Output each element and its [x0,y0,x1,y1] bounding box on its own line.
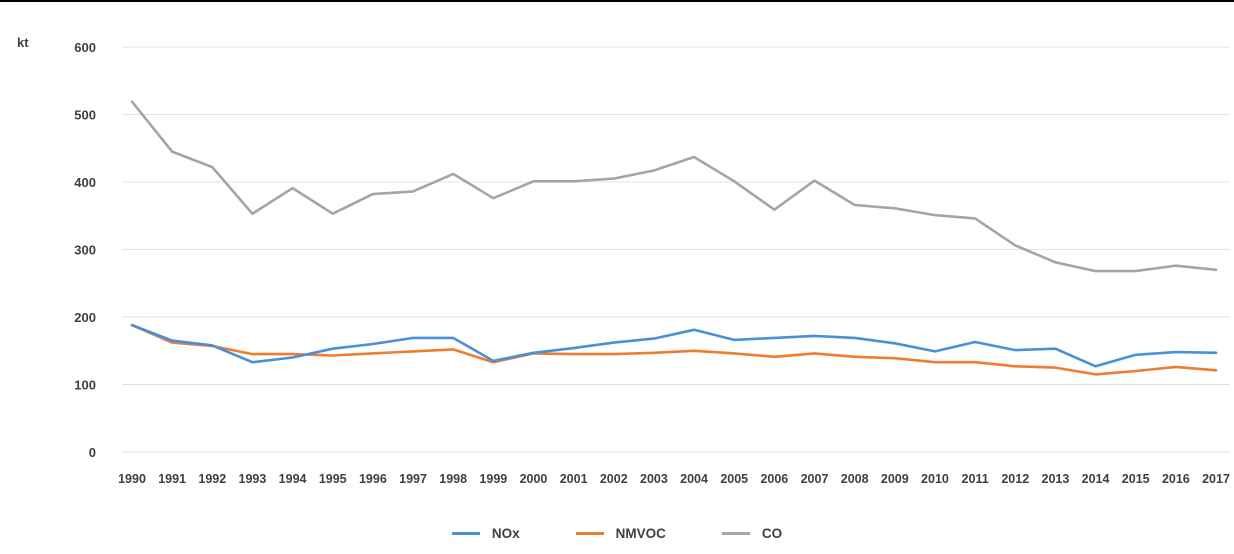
top-border [0,0,1234,2]
legend-label-nmvoc: NMVOC [615,525,666,541]
x-tick-label: 2014 [1082,472,1110,486]
x-tick-label: 2005 [720,472,748,486]
series-line-nox [130,323,1218,368]
x-tick-label: 1993 [239,472,267,486]
x-tick-label: 1999 [479,472,507,486]
y-tick-label: 200 [74,310,96,325]
series-line-nmvoc [130,323,1218,376]
y-tick-label: 500 [74,108,96,123]
y-axis-unit-label: kt [17,35,29,50]
legend-label-nox: NOx [491,525,520,541]
x-tick-label: 1994 [279,472,307,486]
x-tick-label: 1992 [198,472,226,486]
x-tick-label: 1996 [359,472,387,486]
x-tick-label: 2016 [1162,472,1190,486]
x-tick-label: 2006 [760,472,788,486]
x-tick-label: 2011 [962,472,989,486]
x-tick-label: 1990 [118,472,146,486]
x-tick-label: 2003 [640,472,668,486]
series-lines [130,100,1218,376]
legend: NOx NMVOC CO [0,520,1234,546]
legend-item-nmvoc: NMVOC [575,525,666,541]
x-tick-label: 2013 [1042,472,1070,486]
y-axis-ticks: 0 100 200 300 400 500 600 [74,40,96,460]
x-axis-ticks: 1990 1991 1992 1993 1994 1995 1996 1997 1998 1999… [118,472,1230,486]
y-tick-label: 0 [89,445,96,460]
legend-item-nox: NOx [451,525,520,541]
x-tick-label: 2009 [881,472,909,486]
legend-swatch-co [721,531,750,535]
y-tick-label: 400 [74,175,96,190]
legend-label-co: CO [761,525,783,541]
x-tick-label: 1998 [439,472,467,486]
x-tick-label: 2012 [1001,472,1029,486]
y-tick-label: 100 [74,378,96,393]
x-tick-label: 1991 [158,472,186,486]
x-tick-label: 2007 [801,472,829,486]
x-tick-label: 2002 [600,472,628,486]
y-tick-label: 600 [74,40,96,55]
x-tick-label: 2008 [841,472,869,486]
x-tick-label: 2017 [1202,472,1230,486]
x-tick-label: 2001 [560,472,588,486]
x-tick-label: 2000 [520,472,548,486]
x-tick-label: 1995 [319,472,347,486]
legend-swatch-nox [451,531,480,535]
x-tick-label: 2010 [921,472,949,486]
y-tick-label: 300 [74,243,96,258]
gridlines [122,46,1230,453]
x-tick-label: 2004 [680,472,708,486]
legend-swatch-nmvoc [575,531,604,535]
x-tick-label: 1997 [399,472,427,486]
legend-item-co: CO [721,525,783,541]
series-line-co [130,100,1218,273]
x-tick-label: 2015 [1122,472,1150,486]
